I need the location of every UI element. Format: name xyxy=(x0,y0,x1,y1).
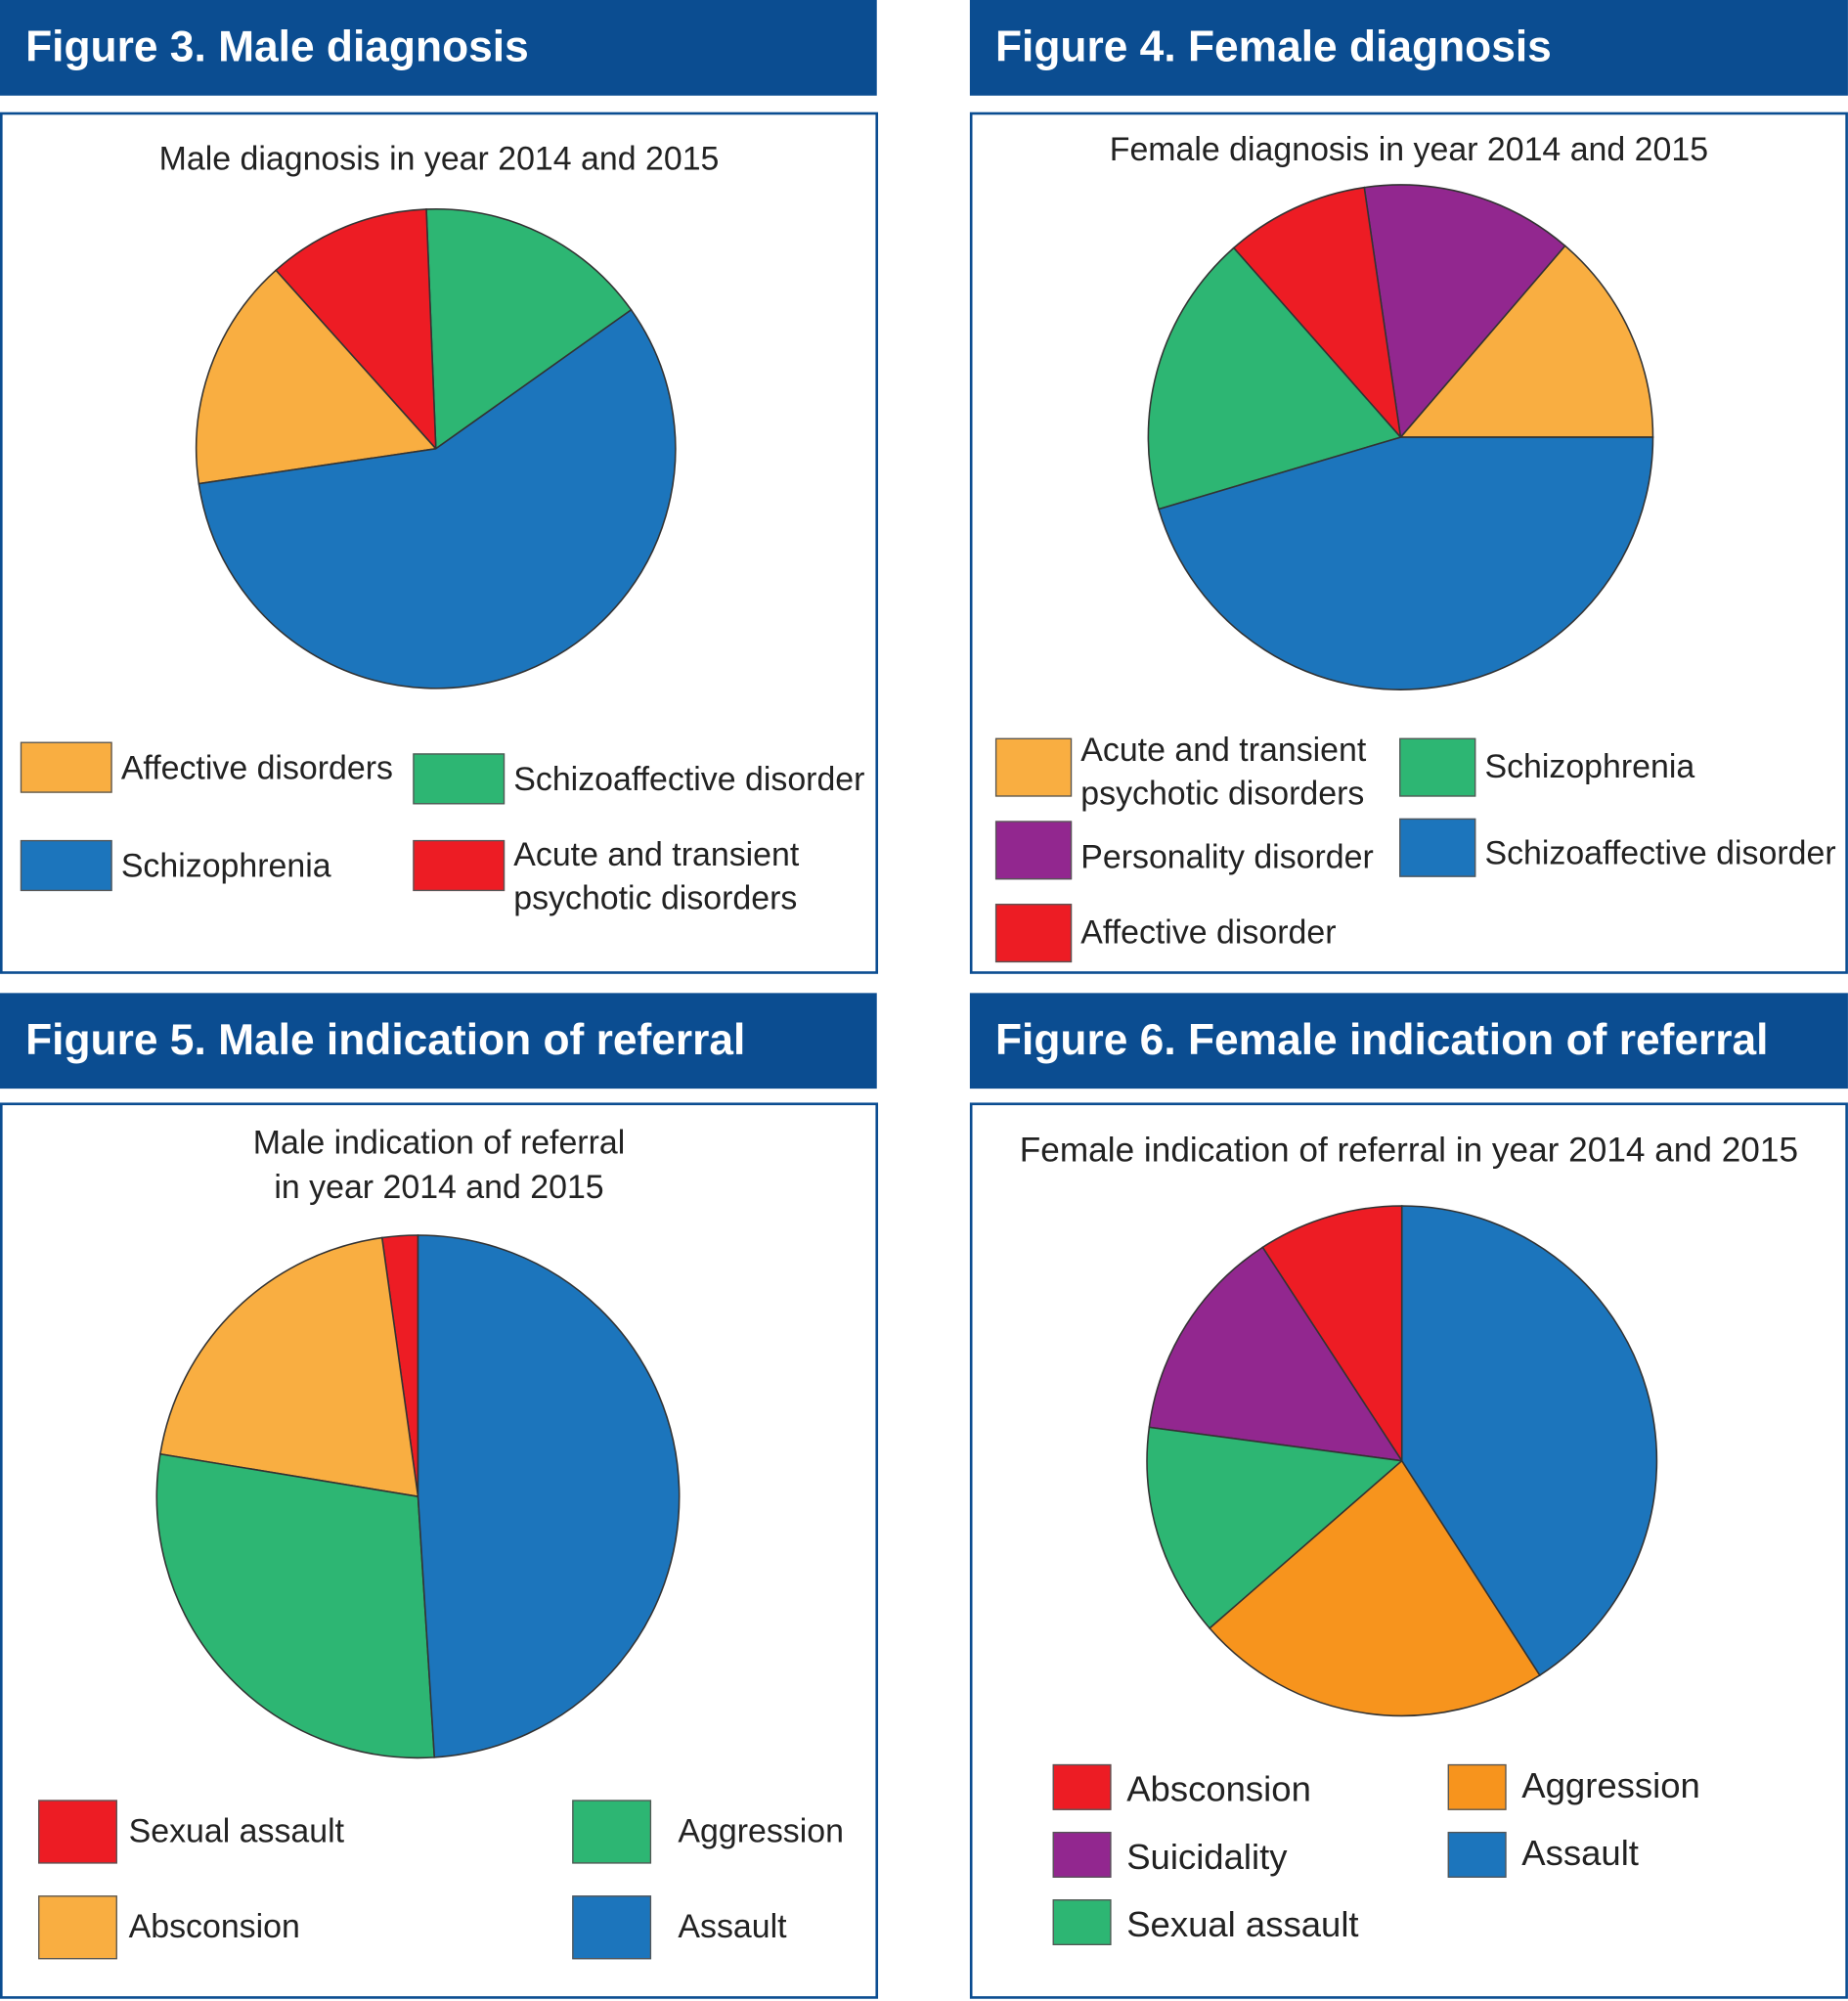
legend-swatch-sexual-assault xyxy=(1052,1899,1112,1945)
pie-slice-schizophrenia xyxy=(198,308,677,689)
pie-slice-affective-disorders xyxy=(195,269,438,485)
chart-title: Female indication of referral in year 20… xyxy=(1019,1131,1799,1170)
figure-4-header: Figure 4. Female diagnosis xyxy=(969,0,1848,96)
legend-label: Acute and transient xyxy=(1080,730,1367,769)
legend-label: psychotic disorders xyxy=(513,878,798,917)
legend-label: Acute and transient xyxy=(513,834,800,873)
legend-label: Assault xyxy=(678,1906,787,1945)
legend-swatch-acute xyxy=(994,737,1073,797)
figure-3-panel: Male diagnosis in year 2014 and 2015 Aff… xyxy=(0,111,879,974)
pie-slice-schizophrenia xyxy=(1147,246,1402,511)
legend-swatch-schizophrenia xyxy=(20,839,112,892)
figure-6-panel: Female indication of referral in year 20… xyxy=(969,1102,1848,1999)
legend-label: psychotic disorders xyxy=(1080,774,1365,813)
legend-swatch-absconsion xyxy=(38,1895,117,1960)
pie-slice-schizoaffective-disorder xyxy=(1158,436,1654,690)
pie-slice-personality-disorder xyxy=(1363,184,1566,439)
figure-5-header: Figure 5. Male indication of referral xyxy=(0,993,877,1089)
legend-swatch-schizoaffective xyxy=(413,753,506,805)
pie-slice-aggression xyxy=(1209,1459,1541,1717)
pie-slice-acute-and-transient-psychotic-disorders xyxy=(1398,245,1654,438)
pie-chart-female-diagnosis xyxy=(1147,184,1654,690)
legend-swatch-acute xyxy=(413,839,506,892)
legend-label: Absconsion xyxy=(128,1906,300,1945)
legend-label: Sexual assault xyxy=(128,1811,345,1850)
pie-slice-absconsion xyxy=(1261,1205,1403,1464)
figure-4-panel: Female diagnosis in year 2014 and 2015 A… xyxy=(969,111,1848,974)
legend-swatch-assault xyxy=(572,1895,652,1960)
pie-slice-absconsion xyxy=(158,1236,419,1498)
legend-label: Aggression xyxy=(1521,1765,1700,1805)
pie-slice-suicidality xyxy=(1148,1246,1404,1462)
figure-5-panel: Male indication of referral in year 2014… xyxy=(0,1102,879,1999)
legend-label: Sexual assault xyxy=(1126,1904,1359,1944)
chart-title: Male diagnosis in year 2014 and 2015 xyxy=(158,139,720,178)
legend-label: Affective disorder xyxy=(1080,912,1337,952)
legend-swatch-schizoaffective xyxy=(1399,818,1476,877)
legend-label: Schizophrenia xyxy=(1484,746,1695,785)
legend-label: Absconsion xyxy=(1126,1769,1311,1809)
legend-swatch-schizophrenia xyxy=(1399,737,1476,797)
pie-chart-female-referral xyxy=(1146,1205,1658,1717)
legend-label: Schizophrenia xyxy=(120,846,331,885)
pie-chart-male-diagnosis xyxy=(195,207,677,689)
legend-label: Schizoaffective disorder xyxy=(1484,833,1836,872)
legend-swatch-assault xyxy=(1447,1831,1507,1878)
legend-swatch-aggression xyxy=(1447,1763,1507,1810)
legend-label: Schizoaffective disorder xyxy=(513,759,865,798)
chart-title-line-2: in year 2014 and 2015 xyxy=(274,1167,604,1207)
legend-label: Suicidality xyxy=(1126,1837,1288,1877)
figure-6-header: Figure 6. Female indication of referral xyxy=(969,993,1848,1089)
pie-slice-aggression xyxy=(155,1452,436,1759)
legend-label: Aggression xyxy=(678,1811,844,1850)
legend-swatch-absconsion xyxy=(1052,1763,1112,1810)
chart-title-line-1: Male indication of referral xyxy=(252,1123,626,1162)
pie-chart-male-referral xyxy=(155,1234,681,1759)
pie-slice-assault xyxy=(1400,1205,1658,1676)
legend-swatch-personality xyxy=(994,821,1073,880)
pie-slice-sexual-assault xyxy=(1146,1426,1404,1629)
legend-label: Personality disorder xyxy=(1080,837,1374,876)
legend-label: Assault xyxy=(1521,1833,1639,1873)
chart-title: Female diagnosis in year 2014 and 2015 xyxy=(1109,129,1709,169)
legend-swatch-suicidality xyxy=(1052,1831,1112,1878)
legend-swatch-aggression xyxy=(572,1800,652,1864)
legend-swatch-sexual-assault xyxy=(38,1800,117,1864)
legend-swatch-affective xyxy=(20,741,112,793)
pie-slice-schizoaffective-disorder xyxy=(425,207,633,451)
pie-slice-affective-disorder xyxy=(1232,186,1402,440)
pie-slice-acute-and-transient-psychotic-disorders xyxy=(275,208,437,451)
pie-slice-assault xyxy=(417,1234,681,1758)
figure-3-header: Figure 3. Male diagnosis xyxy=(0,0,877,96)
legend-label: Affective disorders xyxy=(120,748,393,787)
legend-swatch-affective xyxy=(994,904,1073,963)
